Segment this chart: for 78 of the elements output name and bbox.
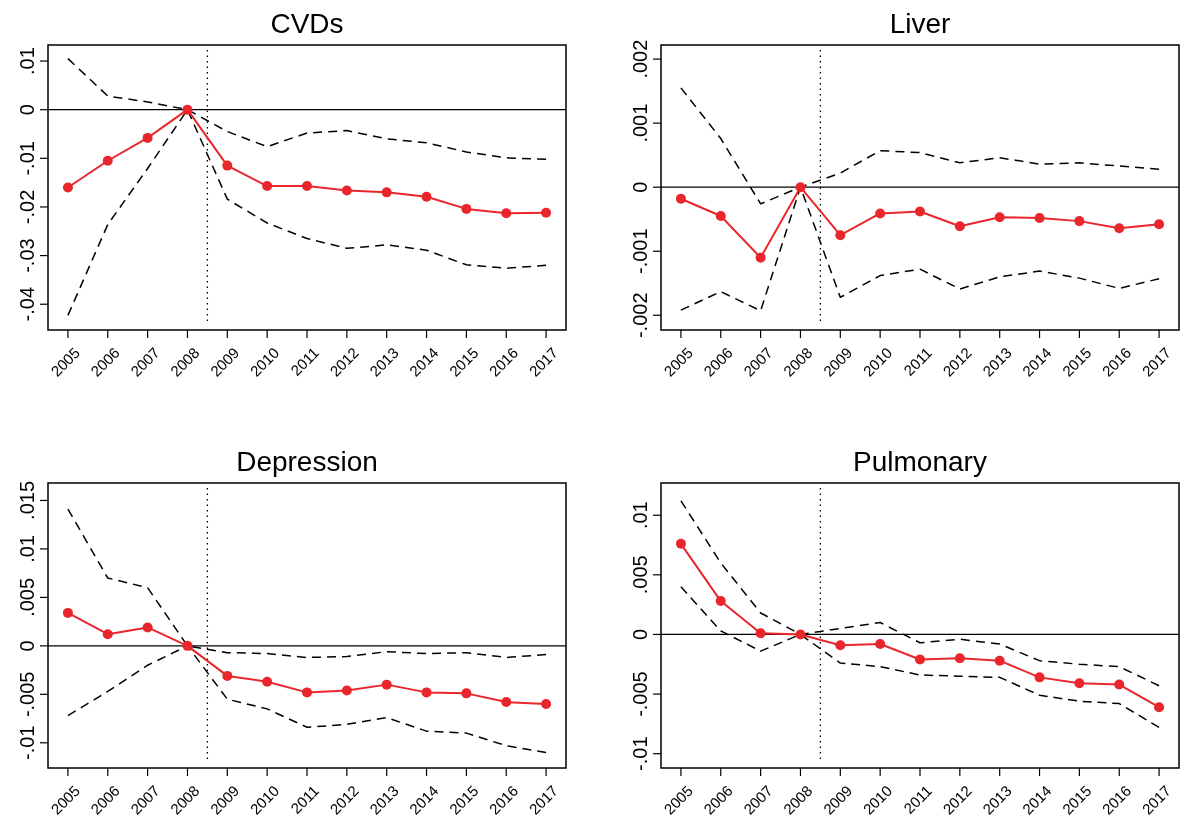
- y-tick-label: -.005: [629, 671, 651, 717]
- point: [62, 607, 73, 618]
- point: [262, 676, 273, 687]
- y-tick-label: 0: [629, 628, 651, 641]
- point: [795, 182, 806, 193]
- y-tick-label: -.01: [629, 736, 651, 771]
- chart-title: Depression: [236, 446, 378, 477]
- point: [1034, 672, 1045, 683]
- point: [302, 181, 312, 192]
- point: [1034, 212, 1045, 223]
- y-tick-label: -.04: [16, 286, 38, 322]
- point: [222, 670, 233, 681]
- point: [1074, 216, 1085, 227]
- point: [381, 187, 392, 198]
- point: [835, 640, 846, 651]
- y-tick-label: .005: [16, 577, 38, 617]
- point: [501, 208, 512, 219]
- point: [915, 206, 925, 217]
- point: [1154, 219, 1165, 230]
- chart-title: Pulmonary: [853, 446, 987, 477]
- point: [715, 211, 726, 221]
- y-tick-label: .001: [629, 103, 651, 143]
- point: [875, 208, 886, 219]
- chart-title: CVDs: [270, 8, 344, 39]
- point: [875, 638, 886, 649]
- point: [795, 629, 806, 640]
- point: [421, 687, 432, 698]
- point: [1114, 223, 1125, 234]
- point: [675, 193, 686, 204]
- point: [222, 160, 233, 171]
- point: [1074, 678, 1085, 689]
- y-tick-label: -.005: [16, 671, 38, 718]
- point: [62, 182, 73, 193]
- y-tick-label: -.01: [16, 725, 38, 761]
- y-tick-label: .01: [16, 47, 38, 75]
- point: [182, 640, 193, 651]
- y-tick-label: 0: [629, 181, 651, 193]
- point: [954, 221, 965, 232]
- point: [675, 538, 686, 549]
- point: [142, 132, 153, 143]
- point: [461, 688, 472, 699]
- y-tick-label: .002: [629, 39, 651, 79]
- y-tick-label: 0: [16, 104, 38, 116]
- point: [715, 596, 726, 607]
- point: [755, 628, 766, 639]
- point: [835, 230, 846, 241]
- point: [541, 699, 552, 710]
- y-tick-label: .01: [16, 535, 38, 563]
- y-tick-label: .015: [16, 480, 38, 520]
- point: [341, 185, 352, 196]
- point: [755, 252, 766, 263]
- point: [954, 653, 965, 664]
- y-tick-label: .01: [629, 501, 651, 530]
- point: [994, 655, 1005, 666]
- point: [142, 622, 153, 633]
- point: [341, 685, 352, 696]
- y-tick-label: -.002: [629, 292, 651, 339]
- point: [381, 679, 392, 690]
- point: [421, 191, 432, 202]
- point: [915, 654, 925, 665]
- chart-title: Liver: [889, 8, 951, 39]
- point: [1154, 702, 1165, 713]
- point: [541, 207, 552, 218]
- point: [102, 629, 113, 640]
- y-tick-label: -.01: [16, 141, 38, 176]
- point: [1114, 679, 1125, 690]
- y-tick-label: -.03: [16, 238, 38, 273]
- y-tick-label: -.001: [629, 228, 651, 275]
- y-tick-label: .005: [629, 555, 651, 595]
- y-tick-label: 0: [16, 640, 38, 652]
- point: [262, 181, 273, 192]
- point: [302, 687, 312, 698]
- point: [102, 155, 113, 166]
- point: [994, 212, 1005, 223]
- point: [182, 104, 193, 115]
- point: [461, 203, 472, 214]
- point: [501, 697, 512, 708]
- y-tick-label: -.02: [16, 189, 38, 225]
